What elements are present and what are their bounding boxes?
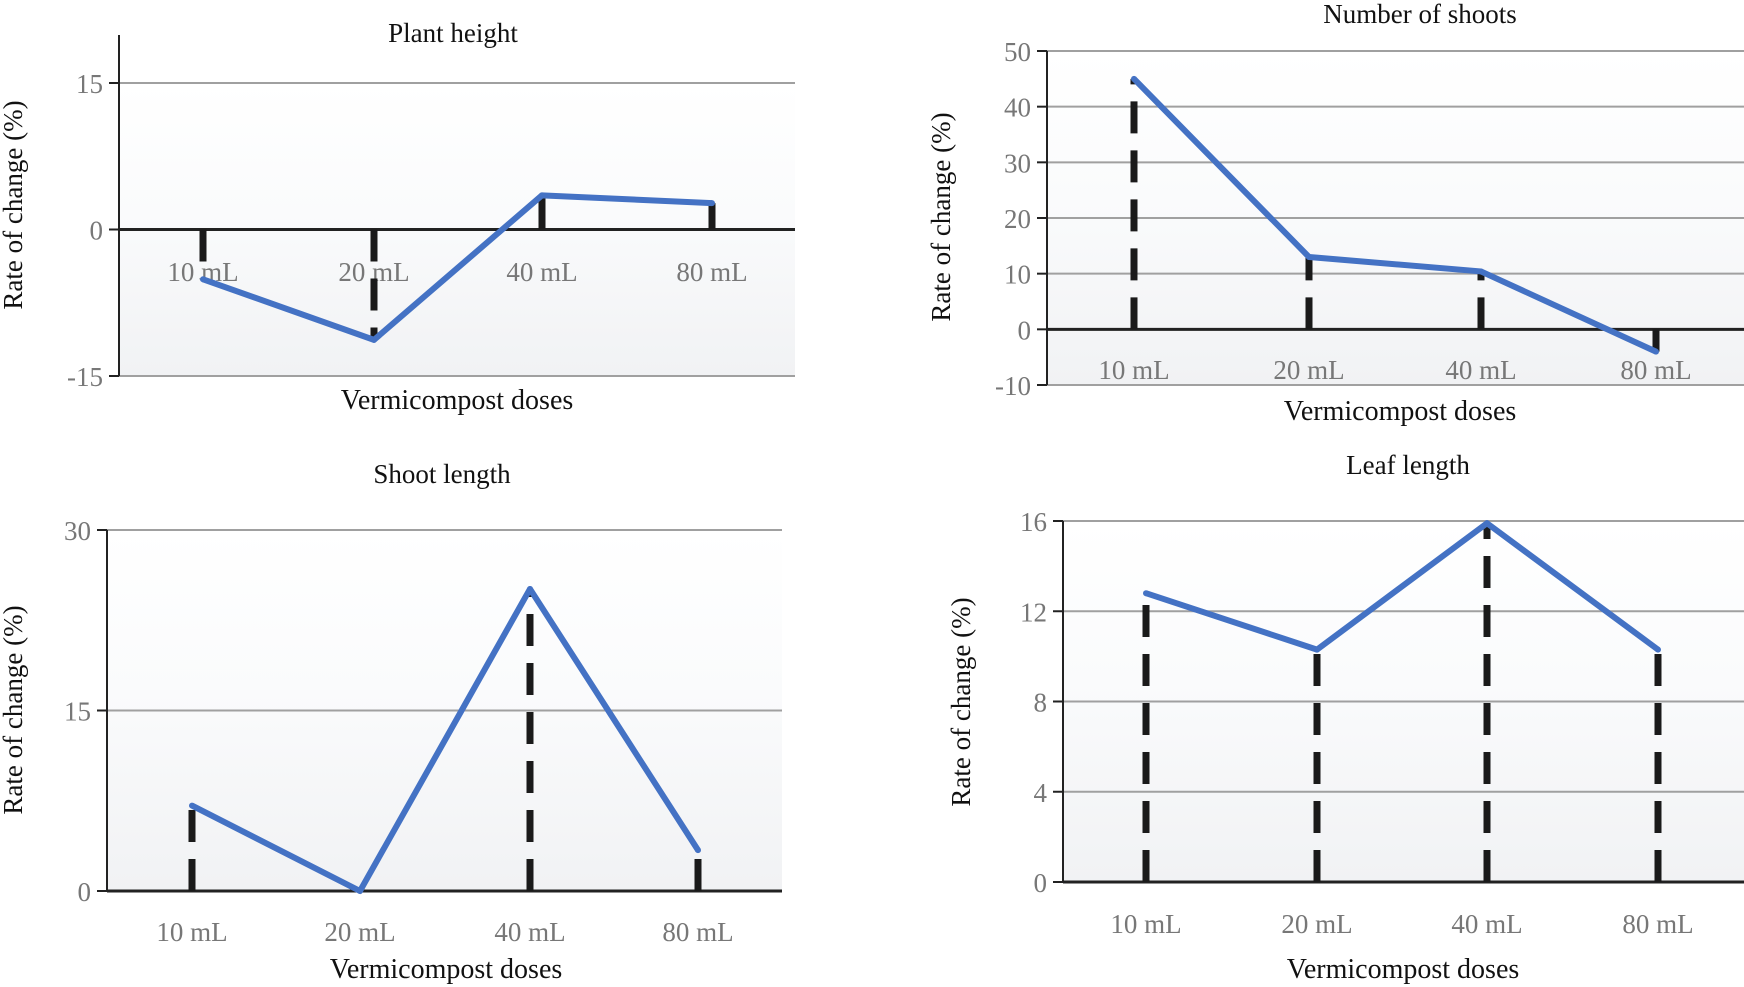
data-point <box>709 200 715 207</box>
data-point <box>539 192 545 199</box>
x-axis-label: Vermicompost doses <box>1287 954 1520 985</box>
chart-shoot-length: Shoot length Rate of change (%) Vermicom… <box>0 459 782 985</box>
data-point <box>1306 253 1312 260</box>
y-tick-label: 16 <box>1020 507 1047 537</box>
y-tick-label: 20 <box>1004 204 1031 234</box>
y-tick-label: 50 <box>1004 37 1031 67</box>
x-tick-label: 80 mL <box>1620 355 1691 385</box>
y-tick-label: 15 <box>64 697 91 727</box>
data-point <box>1314 646 1320 653</box>
data-point <box>695 847 701 854</box>
data-point <box>1478 268 1484 275</box>
y-axis-label: Rate of change (%) <box>0 605 28 814</box>
y-axis-label: Rate of change (%) <box>926 112 956 321</box>
y-axis-label: Rate of change (%) <box>946 597 976 806</box>
x-tick-label: 80 mL <box>662 917 733 947</box>
series-line <box>201 192 713 343</box>
series-line <box>1145 520 1660 653</box>
x-axis-label: Vermicompost doses <box>341 385 574 416</box>
y-tick-label: -15 <box>67 362 103 392</box>
series-line <box>1131 76 1658 355</box>
chart-title: Number of shoots <box>1323 0 1516 29</box>
y-tick-label: 4 <box>1034 778 1048 808</box>
data-point <box>200 276 206 283</box>
y-tick-label: 15 <box>76 69 103 99</box>
x-tick-label: 80 mL <box>1622 909 1693 939</box>
x-axis-label: Vermicompost doses <box>1284 396 1517 427</box>
x-tick-label: 40 mL <box>494 917 565 947</box>
y-tick-label: 30 <box>1004 148 1031 178</box>
x-tick-label: 20 mL <box>1281 909 1352 939</box>
y-tick-label: 10 <box>1004 260 1031 290</box>
x-axis-label: Vermicompost doses <box>330 954 563 985</box>
x-tick-label: 40 mL <box>506 257 577 287</box>
data-point <box>527 585 533 592</box>
chart-title: Shoot length <box>373 459 511 489</box>
y-tick-label: 40 <box>1004 93 1031 123</box>
y-tick-label: 0 <box>78 877 92 907</box>
y-tick-label: 12 <box>1020 597 1047 627</box>
x-tick-label: 20 mL <box>324 917 395 947</box>
data-point <box>1131 75 1137 82</box>
x-tick-label: 40 mL <box>1451 909 1522 939</box>
data-point <box>189 802 195 809</box>
data-point <box>357 888 363 894</box>
chart-number-of-shoots: Number of shoots Rate of change (%) Verm… <box>926 0 1744 427</box>
y-tick-label: -10 <box>995 371 1031 401</box>
y-tick-label: 0 <box>1018 315 1032 345</box>
x-tick-label: 40 mL <box>1445 355 1516 385</box>
x-tick-label: 10 mL <box>1110 909 1181 939</box>
chart-plant-height: Plant height Rate of change (%) Vermicom… <box>0 18 795 416</box>
y-tick-label: 30 <box>64 516 91 546</box>
x-tick-label: 10 mL <box>1098 355 1169 385</box>
data-point <box>371 336 377 343</box>
y-tick-label: 0 <box>1034 868 1048 898</box>
data-point <box>1653 348 1659 355</box>
data-point <box>1484 520 1490 527</box>
data-point <box>1655 646 1661 653</box>
series-line <box>190 585 701 894</box>
chart-title: Plant height <box>388 18 518 48</box>
chart-title: Leaf length <box>1346 450 1470 480</box>
x-tick-label: 10 mL <box>156 917 227 947</box>
x-tick-label: 20 mL <box>1273 355 1344 385</box>
y-tick-label: 0 <box>90 216 104 246</box>
x-tick-label: 80 mL <box>676 257 747 287</box>
y-tick-label: 8 <box>1034 688 1048 718</box>
y-axis-label: Rate of change (%) <box>0 100 28 309</box>
data-point <box>1143 590 1149 597</box>
chart-leaf-length: Leaf length Rate of change (%) Vermicomp… <box>946 450 1744 985</box>
